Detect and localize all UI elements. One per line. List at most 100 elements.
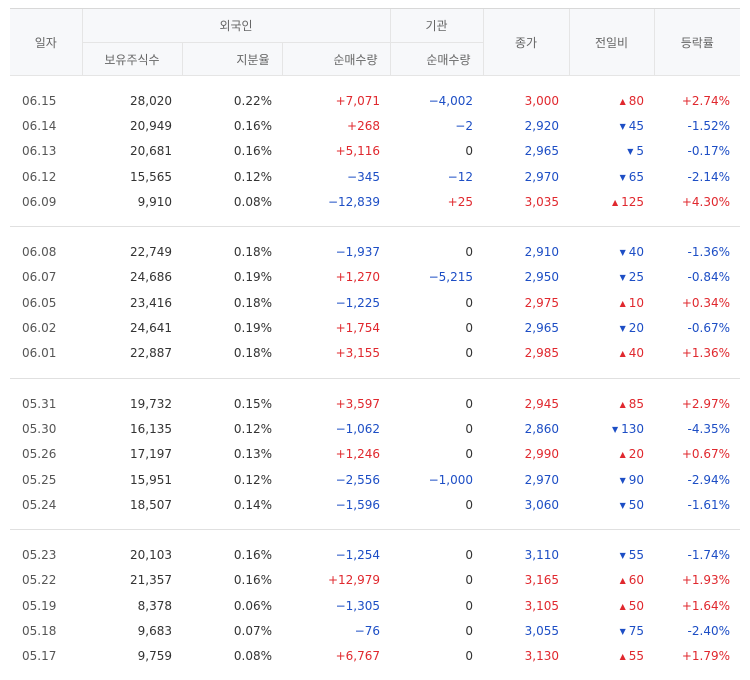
cell-change: ▲ 80 bbox=[569, 88, 654, 113]
header-date: 일자 bbox=[10, 8, 82, 76]
cell-inst-net: 0 bbox=[465, 649, 473, 664]
cell-foreign-net: −345 bbox=[347, 169, 380, 184]
cell-foreign-net: −1,937 bbox=[335, 245, 380, 260]
triangle-down-icon: ▼ bbox=[619, 324, 626, 334]
cell-inst-net: −5,215 bbox=[428, 270, 473, 285]
cell-ratio: 0.12% bbox=[233, 421, 272, 436]
header-foreign: 외국인 bbox=[81, 8, 390, 43]
cell-change: ▼ 75 bbox=[569, 618, 654, 643]
cell-close: 3,105 bbox=[524, 598, 559, 613]
cell-foreign-net: −12,839 bbox=[327, 194, 380, 209]
group-divider bbox=[10, 365, 740, 379]
cell-inst-net: 0 bbox=[465, 245, 473, 260]
cell-ratio: 0.19% bbox=[233, 270, 272, 285]
table-header: 일자 외국인 기관 종가 전일비 등락률 보유주식수 지분율 순매수량 순매수량 bbox=[10, 8, 740, 76]
cell-close: 2,975 bbox=[524, 295, 559, 310]
cell-change: ▼ 25 bbox=[569, 265, 654, 290]
cell-change: ▲ 50 bbox=[569, 593, 654, 618]
cell-change: ▼ 45 bbox=[569, 113, 654, 138]
investor-trading-table: 일자 외국인 기관 종가 전일비 등락률 보유주식수 지분율 순매수량 순매수량… bbox=[10, 8, 740, 669]
cell-change: ▲ 40 bbox=[569, 341, 654, 366]
cell-date: 05.25 bbox=[22, 472, 57, 487]
cell-rate: +0.34% bbox=[681, 295, 730, 310]
table-row: 05.25 15,951 0.12% −2,556 −1,000 2,970 ▼ 90 -2.9… bbox=[10, 467, 740, 492]
cell-inst-net: 0 bbox=[465, 447, 473, 462]
triangle-down-icon: ▼ bbox=[611, 424, 619, 434]
cell-rate: +1.36% bbox=[681, 346, 730, 361]
cell-inst-net: −4,002 bbox=[428, 93, 473, 108]
triangle-down-icon: ▼ bbox=[619, 121, 626, 131]
triangle-up-icon: ▲ bbox=[619, 576, 626, 586]
header-institution: 기관 bbox=[389, 8, 483, 43]
cell-close: 3,165 bbox=[524, 573, 559, 588]
cell-ratio: 0.18% bbox=[233, 295, 272, 310]
cell-change: ▲ 125 bbox=[569, 189, 654, 214]
cell-ratio: 0.18% bbox=[233, 245, 272, 260]
cell-rate: +2.97% bbox=[681, 396, 730, 411]
cell-rate: +2.74% bbox=[681, 93, 730, 108]
cell-foreign-net: −1,254 bbox=[335, 548, 380, 563]
cell-close: 3,055 bbox=[524, 623, 559, 638]
cell-date: 06.13 bbox=[22, 144, 57, 159]
cell-holdings: 20,681 bbox=[130, 144, 172, 159]
cell-close: 2,970 bbox=[524, 472, 559, 487]
change-value: 10 bbox=[628, 295, 644, 310]
cell-close: 2,965 bbox=[524, 321, 559, 336]
group-divider bbox=[10, 517, 740, 531]
cell-inst-net: +25 bbox=[447, 194, 473, 209]
table-row: 06.07 24,686 0.19% +1,270 −5,215 2,950 ▼ 25 -0.8… bbox=[10, 265, 740, 290]
table-row: 05.26 17,197 0.13% +1,246 0 2,990 ▲ 20 +0.67% bbox=[10, 442, 740, 467]
cell-holdings: 8,378 bbox=[137, 598, 172, 613]
change-value: 25 bbox=[628, 270, 644, 285]
cell-date: 05.31 bbox=[22, 396, 57, 411]
header-rate: 등락률 bbox=[653, 8, 740, 76]
cell-foreign-net: +12,979 bbox=[327, 573, 380, 588]
cell-holdings: 9,683 bbox=[137, 623, 172, 638]
cell-foreign-net: +1,246 bbox=[335, 447, 380, 462]
cell-ratio: 0.18% bbox=[233, 346, 272, 361]
cell-ratio: 0.16% bbox=[233, 144, 272, 159]
cell-close: 2,920 bbox=[524, 118, 559, 133]
cell-ratio: 0.19% bbox=[233, 321, 272, 336]
header-foreign-net: 순매수량 bbox=[281, 42, 390, 76]
table-row: 05.17 9,759 0.08% +6,767 0 3,130 ▲ 55 +1.79% bbox=[10, 644, 740, 669]
cell-holdings: 28,020 bbox=[130, 93, 172, 108]
cell-holdings: 20,949 bbox=[130, 118, 172, 133]
cell-close: 3,060 bbox=[524, 497, 559, 512]
cell-close: 2,985 bbox=[524, 346, 559, 361]
cell-rate: -0.17% bbox=[687, 144, 730, 159]
cell-date: 06.02 bbox=[22, 321, 57, 336]
cell-inst-net: −1,000 bbox=[428, 472, 473, 487]
cell-rate: -2.94% bbox=[687, 472, 730, 487]
cell-ratio: 0.16% bbox=[233, 548, 272, 563]
change-value: 20 bbox=[628, 321, 644, 336]
group-spacer bbox=[10, 227, 740, 240]
cell-change: ▼ 90 bbox=[569, 467, 654, 492]
cell-date: 06.14 bbox=[22, 118, 57, 133]
group-spacer bbox=[10, 378, 740, 391]
cell-rate: -0.84% bbox=[687, 270, 730, 285]
spacer-cell bbox=[10, 227, 740, 240]
cell-ratio: 0.06% bbox=[233, 598, 272, 613]
change-value: 20 bbox=[628, 447, 644, 462]
group-divider bbox=[10, 214, 740, 228]
cell-foreign-net: +6,767 bbox=[335, 649, 380, 664]
cell-date: 05.24 bbox=[22, 497, 57, 512]
group-spacer bbox=[10, 76, 740, 89]
cell-inst-net: 0 bbox=[465, 497, 473, 512]
cell-holdings: 17,197 bbox=[130, 447, 172, 462]
cell-close: 2,950 bbox=[524, 270, 559, 285]
table-row: 05.18 9,683 0.07% −76 0 3,055 ▼ 75 -2.40% bbox=[10, 618, 740, 643]
triangle-up-icon: ▲ bbox=[611, 197, 619, 207]
triangle-down-icon: ▼ bbox=[627, 147, 634, 157]
header-ratio: 지분율 bbox=[181, 42, 282, 76]
cell-close: 3,000 bbox=[524, 93, 559, 108]
change-value: 5 bbox=[636, 144, 644, 159]
cell-holdings: 22,887 bbox=[130, 346, 172, 361]
table-body: 06.15 28,020 0.22% +7,071 −4,002 3,000 ▲ 80 +2.7… bbox=[10, 76, 740, 669]
cell-holdings: 9,759 bbox=[137, 649, 172, 664]
change-value: 85 bbox=[628, 396, 644, 411]
investor-trading-table-container: 일자 외국인 기관 종가 전일비 등락률 보유주식수 지분율 순매수량 순매수량… bbox=[10, 8, 740, 669]
cell-holdings: 24,686 bbox=[130, 270, 172, 285]
cell-date: 06.05 bbox=[22, 295, 57, 310]
